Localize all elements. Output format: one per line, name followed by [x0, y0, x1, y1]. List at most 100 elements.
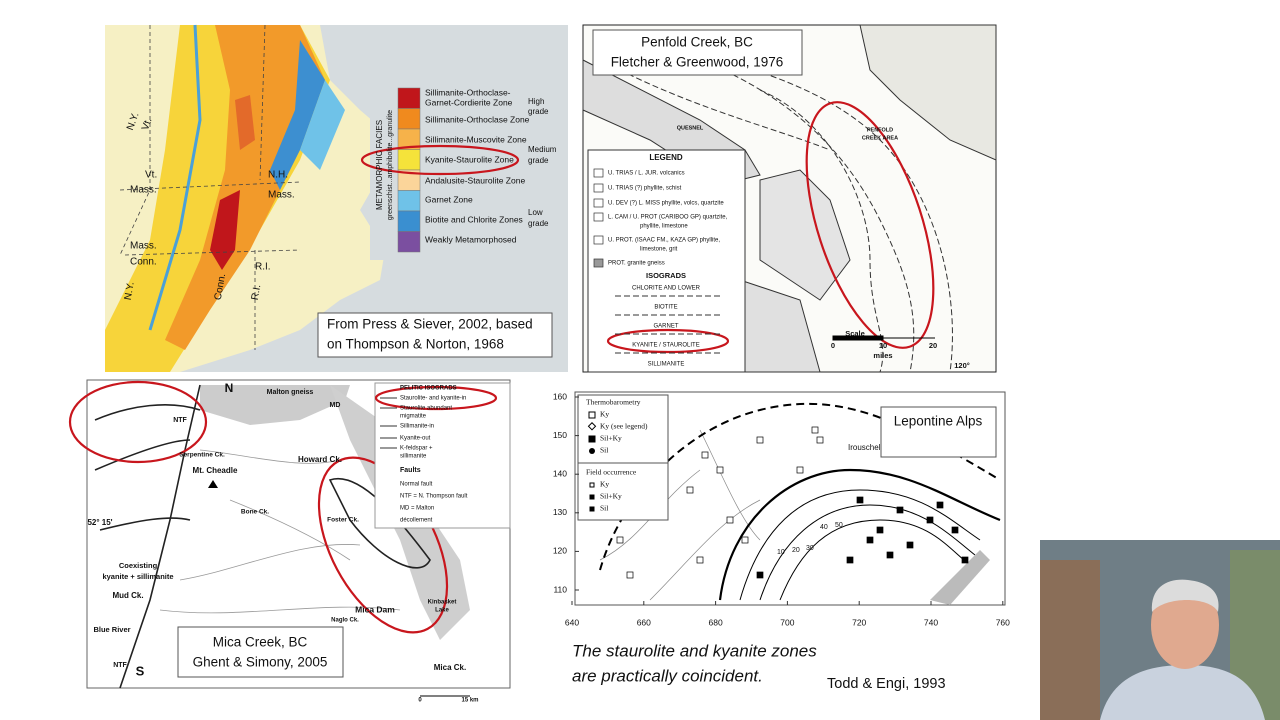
- grade-label: grade: [528, 156, 549, 165]
- map-label: NTF: [173, 417, 187, 424]
- legend-text: PROT. granite gneiss: [608, 261, 665, 267]
- legend-title: ISOGRADS: [646, 271, 686, 280]
- map-label: Mt. Cheadle: [193, 466, 238, 475]
- grade-label: grade: [528, 219, 549, 228]
- point: [756, 571, 764, 579]
- map-label: 0: [418, 698, 422, 704]
- legend-text: Sil+Ky: [600, 492, 622, 501]
- grade-label: Medium: [528, 145, 557, 154]
- map-label: N.H.: [268, 170, 288, 181]
- map-label: N.Y.: [123, 281, 137, 301]
- zone-red: [210, 190, 240, 270]
- legend-text: Sil: [600, 446, 608, 455]
- legend-text: Sillimanite-Orthoclase Zone: [425, 114, 530, 124]
- legend-text: limestone, grit: [640, 247, 678, 253]
- legend-symbol: [588, 411, 596, 419]
- map-label: Lake: [435, 608, 449, 614]
- map-label: Kinbasket: [428, 600, 457, 606]
- legend-text: U. PROT. (ISAAC FM., KAZA GP) phyllite,: [608, 238, 720, 244]
- point: [716, 466, 724, 474]
- zone-red-orange: [235, 95, 255, 150]
- y-tick-label: 110: [553, 584, 567, 594]
- point: [896, 506, 904, 514]
- legend-swatch: [397, 149, 421, 171]
- legend-text: Kyanite-Staurolite Zone: [425, 154, 514, 164]
- map-label: QUESNEL: [677, 125, 704, 131]
- map-label: Serpentine Ck.: [179, 452, 225, 459]
- legend-text: Sillimanite-Orthoclase-: [425, 87, 511, 97]
- map-label: R.I.: [250, 284, 264, 301]
- map-label: Mass.: [130, 185, 157, 196]
- legend-text: Ky: [600, 480, 609, 489]
- point: [856, 496, 864, 504]
- map-label: miles: [873, 351, 892, 360]
- x-tick-label: 660: [637, 617, 651, 627]
- caption-box: [592, 29, 803, 76]
- map-label: Conn.: [213, 273, 228, 301]
- legend-text: Normal fault: [400, 482, 433, 488]
- map-label: Mass.: [130, 241, 157, 252]
- y-tick-label: 120: [553, 546, 567, 556]
- legend-swatch: [593, 212, 604, 222]
- point: [846, 556, 854, 564]
- footnote: are practically coincident.: [572, 666, 763, 685]
- legend-text: KYANITE / STAUROLITE: [632, 343, 699, 349]
- boundary: [599, 402, 1001, 571]
- map-label: Howard Ck.: [298, 455, 342, 464]
- legend-title: Faults: [400, 467, 421, 474]
- map-label: Coexisting: [119, 561, 158, 570]
- person-face: [1151, 581, 1219, 669]
- caption: Penfold Creek, BC: [641, 35, 753, 50]
- legend-swatch: [593, 258, 604, 268]
- shaded-area: [930, 550, 990, 605]
- legend-text: Ky: [600, 410, 609, 419]
- map-label: NTF: [113, 662, 127, 669]
- legend-swatch: [397, 87, 421, 109]
- map-label: Vt.: [140, 117, 155, 132]
- grade-label: Low: [528, 208, 543, 217]
- legend-text: U. DEV (?) L. MISS phyllite, volcs, quar…: [608, 201, 724, 207]
- contour-label: 10: [777, 549, 785, 556]
- map-label: 10: [879, 341, 887, 350]
- x-tick-label: 740: [924, 617, 938, 627]
- legend-subtitle: greenschist...amphibolite...granulite: [387, 110, 394, 220]
- point: [866, 536, 874, 544]
- highlight-ellipse: [374, 385, 498, 411]
- legend-text: sillimanite: [400, 454, 427, 460]
- rivers: [159, 449, 401, 614]
- caption: Mica Creek, BC: [213, 635, 308, 650]
- legend-symbol: [589, 482, 595, 488]
- legend-text: Garnet-Cordierite Zone: [425, 97, 513, 107]
- map-label: Mica Ck.: [434, 663, 466, 672]
- person-hair: [1151, 579, 1219, 612]
- point: [696, 556, 704, 564]
- map-label: 120°: [954, 361, 970, 370]
- legend-text: NTF = N. Thompson fault: [400, 494, 468, 500]
- legend-title: Thermobarometry: [586, 398, 641, 407]
- caption-box: [177, 626, 344, 678]
- caption-box: [880, 406, 997, 458]
- legend-text: K-feldspar +: [400, 446, 433, 452]
- legend-title: PELITIC ISOGRADS: [400, 386, 457, 392]
- lepontine-map: [574, 391, 1006, 606]
- stipple-unit: [859, 24, 997, 161]
- gneiss-unit: [200, 385, 350, 425]
- legend-text: phyllite, limestone: [640, 224, 688, 230]
- point: [906, 541, 914, 549]
- map-label: Blue River: [93, 625, 130, 634]
- map-label: R.I.: [255, 262, 271, 273]
- hatched-unit-2: [759, 169, 851, 301]
- map-label: 52° 15': [87, 518, 112, 527]
- point: [951, 526, 959, 534]
- highlight-ellipse: [360, 144, 520, 176]
- point: [961, 556, 969, 564]
- point: [686, 486, 694, 494]
- credit: Todd & Engi, 1993: [827, 676, 946, 692]
- webcam: [1040, 540, 1280, 720]
- legend-swatch: [593, 183, 604, 193]
- legend-symbol: [589, 494, 595, 500]
- contour-label: 20: [792, 547, 800, 554]
- contour-label: 40: [820, 524, 828, 531]
- legend-text: SILLIMANITE: [648, 362, 685, 368]
- legend-text: Andalusite-Staurolite Zone: [425, 175, 525, 185]
